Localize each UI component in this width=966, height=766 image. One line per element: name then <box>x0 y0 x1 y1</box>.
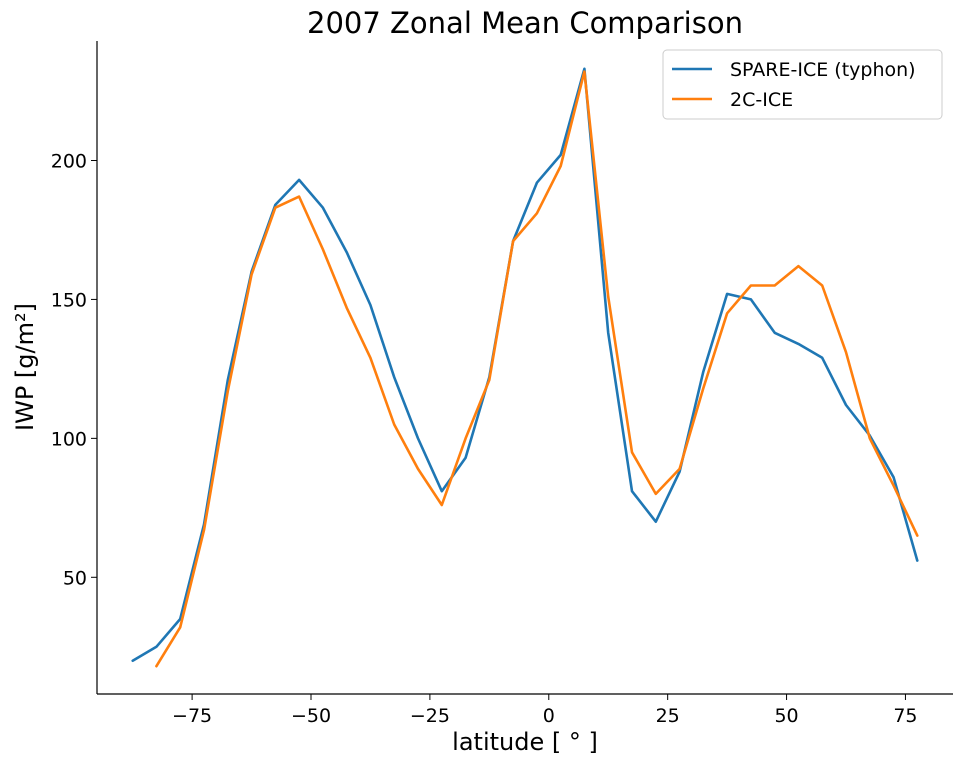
chart-title: 2007 Zonal Mean Comparison <box>307 6 743 40</box>
y-tick-label: 200 <box>51 150 87 172</box>
y-axis-label: IWP [g/m²] <box>11 303 39 431</box>
legend: SPARE-ICE (typhon) 2C-ICE <box>662 49 943 120</box>
series-line-1 <box>155 70 919 668</box>
series-layer <box>131 67 919 668</box>
y-tick-label: 100 <box>51 428 87 450</box>
legend-label-1: 2C-ICE <box>730 89 793 111</box>
axes: −75 −50 −25 0 25 50 75 50 100 150 200 <box>51 41 953 727</box>
legend-label-0: SPARE-ICE (typhon) <box>730 59 916 81</box>
x-tick-label: 25 <box>656 705 680 727</box>
y-tick-label: 150 <box>51 289 87 311</box>
x-tick-label: −75 <box>172 705 212 727</box>
x-tick-label: 0 <box>543 705 555 727</box>
x-tick-label: −50 <box>291 705 331 727</box>
x-axis-label: latitude [ ° ] <box>452 728 598 756</box>
y-tick-label: 50 <box>63 567 87 589</box>
x-tick-label: −25 <box>410 705 450 727</box>
legend-frame <box>662 49 943 120</box>
series-line-0 <box>131 67 919 663</box>
x-tick-label: 75 <box>893 705 917 727</box>
x-tick-label: 50 <box>774 705 798 727</box>
